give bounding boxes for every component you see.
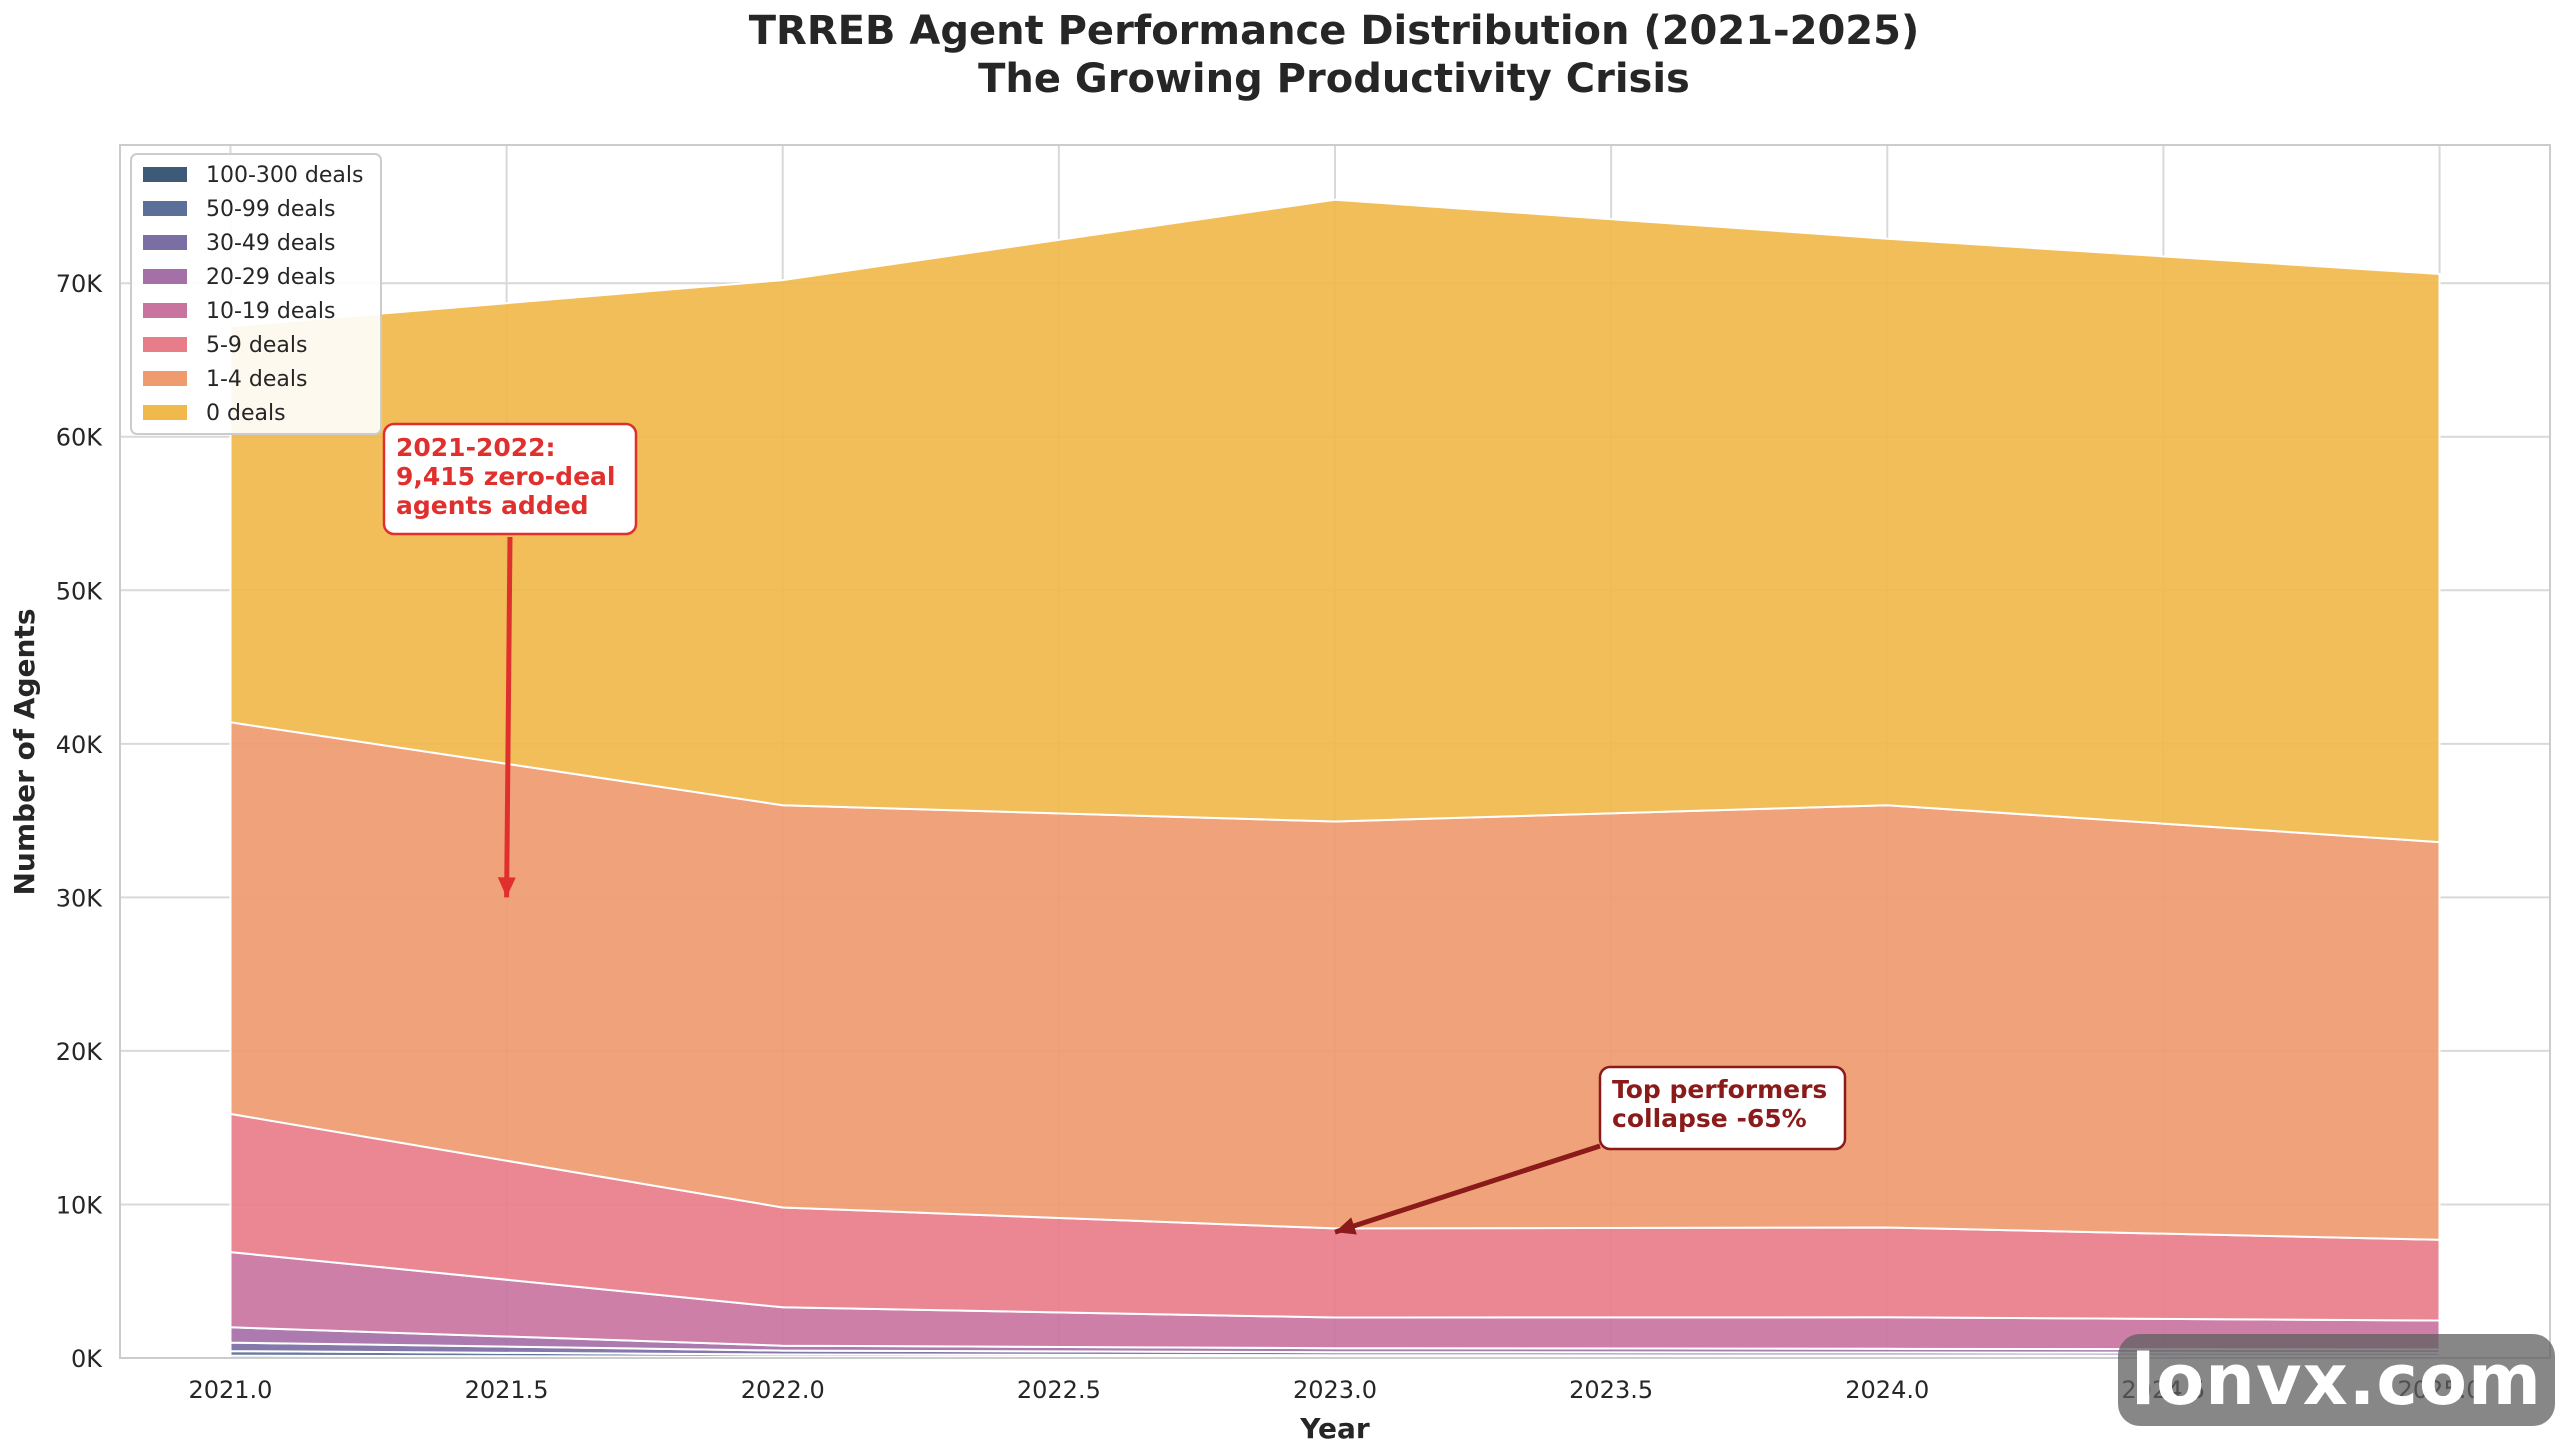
legend-label: 20-29 deals	[206, 265, 335, 290]
x-tick-label: 2021.0	[188, 1376, 272, 1404]
watermark: lonvx.com	[2118, 1334, 2555, 1426]
x-tick-label: 2023.0	[1293, 1376, 1377, 1404]
x-tick-label: 2021.5	[465, 1376, 549, 1404]
chart-subtitle: The Growing Productivity Crisis	[978, 56, 1690, 102]
annotation-arrowhead	[1335, 1217, 1357, 1235]
stacked-areas	[229, 198, 2441, 1359]
annotation-box	[1598, 1065, 1847, 1151]
x-tick-label: 2022.0	[741, 1376, 825, 1404]
annotation-text: collapse -65%	[1612, 1104, 1807, 1133]
legend-label: 30-49 deals	[206, 231, 335, 256]
legend-swatch	[143, 303, 187, 318]
legend-box	[130, 153, 382, 435]
x-tick-label: 2024.0	[1845, 1376, 1929, 1404]
y-axis-label: Number of Agents	[8, 609, 41, 896]
annotation-text: 9,415 zero-deal	[396, 462, 615, 491]
annotation-box	[382, 422, 638, 536]
annotation-arrow	[504, 536, 513, 898]
legend-label: 5-9 deals	[206, 333, 307, 358]
y-tick-label: 0K	[71, 1345, 103, 1373]
annotation-text: agents added	[396, 491, 589, 520]
chart-title: TRREB Agent Performance Distribution (20…	[749, 8, 1920, 54]
legend-label: 10-19 deals	[206, 299, 335, 324]
y-tick-label: 50K	[56, 577, 104, 605]
x-axis-label: Year	[1299, 1412, 1370, 1442]
legend-swatch	[143, 405, 187, 420]
y-tick-label: 30K	[56, 884, 104, 912]
legend: 100-300 deals 50-99 deals 30-49 deals 20-29…	[130, 153, 382, 435]
legend-swatch	[143, 269, 187, 284]
legend-label: 1-4 deals	[206, 367, 307, 392]
area-0-deals	[229, 198, 2441, 844]
y-ticks: 0K 10K 20K 30K 40K 50K 60K 70K	[56, 270, 104, 1373]
annotation-text: 2021-2022:	[396, 433, 556, 462]
annotation-arrow	[1334, 1143, 1601, 1235]
y-tick-label: 60K	[56, 424, 104, 452]
legend-label: 50-99 deals	[206, 197, 335, 222]
y-tick-label: 10K	[56, 1191, 104, 1219]
legend-label: 0 deals	[206, 401, 286, 426]
plot-frame	[119, 144, 2551, 1359]
x-tick-label: 2022.5	[1017, 1376, 1101, 1404]
legend-label: 100-300 deals	[206, 163, 363, 188]
x-tick-label: 2023.5	[1569, 1376, 1653, 1404]
legend-swatch	[143, 337, 187, 352]
legend-swatch	[143, 167, 187, 182]
annotation-text: Top performers	[1612, 1075, 1827, 1104]
annotation-arrowhead	[497, 877, 516, 898]
y-tick-label: 20K	[56, 1038, 104, 1066]
y-tick-label: 40K	[56, 731, 104, 759]
y-tick-label: 70K	[56, 270, 104, 298]
legend-swatch	[143, 371, 187, 386]
legend-swatch	[143, 235, 187, 250]
legend-swatch	[143, 201, 187, 216]
